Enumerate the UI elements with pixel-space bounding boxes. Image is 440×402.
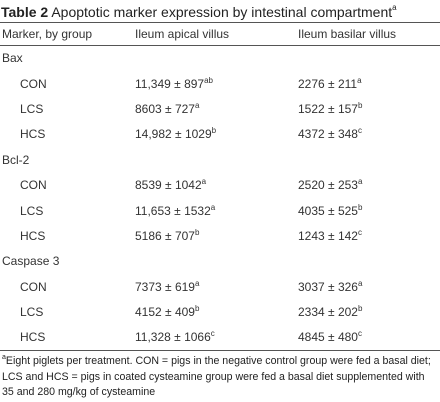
basilar-villus-cell-value: 1243 ± 142	[298, 228, 358, 243]
apical-villus-cell: 11,349 ± 897ab	[135, 71, 298, 96]
apical-villus-cell-superscript: c	[210, 329, 215, 339]
apical-villus-cell-superscript: b	[194, 227, 200, 237]
apical-villus-cell-value: 8539 ± 1042	[135, 178, 202, 193]
basilar-villus-cell: 1243 ± 142c	[298, 223, 440, 248]
caption-footnote-mark: a	[392, 3, 397, 12]
treatment-label: LCS	[20, 305, 44, 320]
apical-villus-cell-superscript: a	[210, 202, 216, 212]
group-row: Bcl-2	[0, 147, 440, 172]
treatment-label: CON	[20, 178, 47, 193]
table-row: LCS 11,653 ± 1532a 4035 ± 525b	[0, 198, 440, 223]
basilar-villus-cell-superscript: b	[357, 202, 363, 212]
basilar-villus-cell-value: 1522 ± 157	[298, 101, 358, 116]
basilar-villus-cell-superscript: c	[357, 329, 362, 339]
apical-villus-cell: 11,653 ± 1532a	[135, 198, 298, 223]
apical-villus-cell-superscript: a	[194, 278, 200, 288]
table-row: CON 11,349 ± 897ab 2276 ± 211a	[0, 71, 440, 96]
table-row: HCS 5186 ± 707b 1243 ± 142c	[0, 223, 440, 248]
group-label: Bcl-2	[2, 152, 30, 167]
basilar-villus-cell-superscript: c	[357, 227, 362, 237]
apical-villus-cell-value: 11,349 ± 897	[135, 76, 205, 91]
basilar-villus-cell-value: 2276 ± 211	[298, 76, 358, 91]
apical-villus-cell: 7373 ± 619a	[135, 274, 298, 299]
table-title: Apoptotic marker expression by intestina…	[51, 4, 393, 20]
treatment-label: LCS	[20, 101, 44, 116]
apical-villus-cell-superscript: ab	[204, 75, 213, 85]
table-caption: Table 2 Apoptotic marker expression by i…	[1, 2, 439, 22]
apical-villus-cell-value: 7373 ± 619	[135, 279, 195, 294]
table-row: LCS 4152 ± 409b 2334 ± 202b	[0, 299, 440, 324]
treatment-label: CON	[20, 279, 47, 294]
treatment-label: LCS	[20, 203, 44, 218]
basilar-villus-cell-value: 2520 ± 253	[298, 178, 358, 193]
basilar-villus-cell: 4845 ± 480c	[298, 325, 440, 350]
apical-villus-cell-superscript: b	[211, 126, 217, 136]
apical-villus-cell-superscript: a	[194, 100, 200, 110]
basilar-villus-cell: 4372 ± 348c	[298, 122, 440, 147]
basilar-villus-cell-value: 4845 ± 480	[298, 330, 358, 345]
basilar-villus-cell: 1522 ± 157b	[298, 96, 440, 121]
apical-villus-cell-value: 11,328 ± 1066	[135, 330, 211, 345]
apical-villus-cell-value: 14,982 ± 1029	[135, 127, 212, 142]
basilar-villus-cell: 3037 ± 326a	[298, 274, 440, 299]
treatment-label: HCS	[20, 330, 46, 345]
apical-villus-cell: 14,982 ± 1029b	[135, 122, 298, 147]
table-label: Table 2	[1, 4, 49, 20]
apical-villus-cell-value: 8603 ± 727	[135, 101, 195, 116]
treatment-label: CON	[20, 76, 47, 91]
group-label: Bax	[2, 51, 23, 66]
footnote-mark: a	[2, 354, 6, 361]
basilar-villus-cell: 2334 ± 202b	[298, 299, 440, 324]
basilar-villus-cell: 4035 ± 525b	[298, 198, 440, 223]
basilar-villus-cell-superscript: b	[357, 304, 363, 314]
group-row: Bax	[0, 46, 440, 71]
apical-villus-cell-value: 11,653 ± 1532	[135, 203, 211, 218]
basilar-villus-cell-superscript: b	[357, 100, 363, 110]
apical-villus-cell: 5186 ± 707b	[135, 223, 298, 248]
table-body: Bax CON 11,349 ± 897ab 2276 ± 211a LCS 8603 ±…	[0, 46, 440, 351]
column-header-marker: Marker, by group	[2, 27, 93, 41]
table-row: HCS 11,328 ± 1066c 4845 ± 480c	[0, 325, 440, 351]
basilar-villus-cell-superscript: c	[357, 126, 362, 136]
table-row: CON 8539 ± 1042a 2520 ± 253a	[0, 172, 440, 197]
table-footnote: aEight piglets per treatment. CON = pigs…	[2, 354, 438, 401]
table-row: LCS 8603 ± 727a 1522 ± 157b	[0, 96, 440, 121]
basilar-villus-cell-superscript: a	[357, 278, 363, 288]
basilar-villus-cell-value: 4372 ± 348	[298, 127, 358, 142]
apical-villus-cell: 8603 ± 727a	[135, 96, 298, 121]
table-row: CON 7373 ± 619a 3037 ± 326a	[0, 274, 440, 299]
apical-villus-cell-superscript: a	[201, 177, 207, 187]
column-header-apical: Ileum apical villus	[135, 27, 230, 41]
basilar-villus-cell-value: 3037 ± 326	[298, 279, 358, 294]
footnote-text: Eight piglets per treatment. CON = pigs …	[2, 355, 431, 398]
apical-villus-cell: 4152 ± 409b	[135, 299, 298, 324]
basilar-villus-cell-superscript: a	[357, 75, 362, 85]
basilar-villus-cell: 2520 ± 253a	[298, 172, 440, 197]
apoptotic-marker-table: Marker, by group Ileum apical villus Ile…	[0, 22, 440, 351]
basilar-villus-cell-superscript: a	[357, 177, 363, 187]
column-header-basilar: Ileum basilar villus	[298, 27, 397, 41]
group-row: Caspase 3	[0, 249, 440, 274]
apical-villus-cell-value: 4152 ± 409	[135, 305, 195, 320]
basilar-villus-cell: 2276 ± 211a	[298, 71, 440, 96]
basilar-villus-cell-value: 4035 ± 525	[298, 203, 358, 218]
treatment-label: HCS	[20, 127, 46, 142]
apical-villus-cell: 8539 ± 1042a	[135, 172, 298, 197]
treatment-label: HCS	[20, 228, 46, 243]
table-row: HCS 14,982 ± 1029b 4372 ± 348c	[0, 122, 440, 147]
apical-villus-cell-value: 5186 ± 707	[135, 228, 195, 243]
basilar-villus-cell-value: 2334 ± 202	[298, 305, 358, 320]
apical-villus-cell-superscript: b	[194, 304, 200, 314]
apical-villus-cell: 11,328 ± 1066c	[135, 325, 298, 350]
header-row: Marker, by group Ileum apical villus Ile…	[0, 22, 440, 46]
group-label: Caspase 3	[2, 254, 60, 269]
